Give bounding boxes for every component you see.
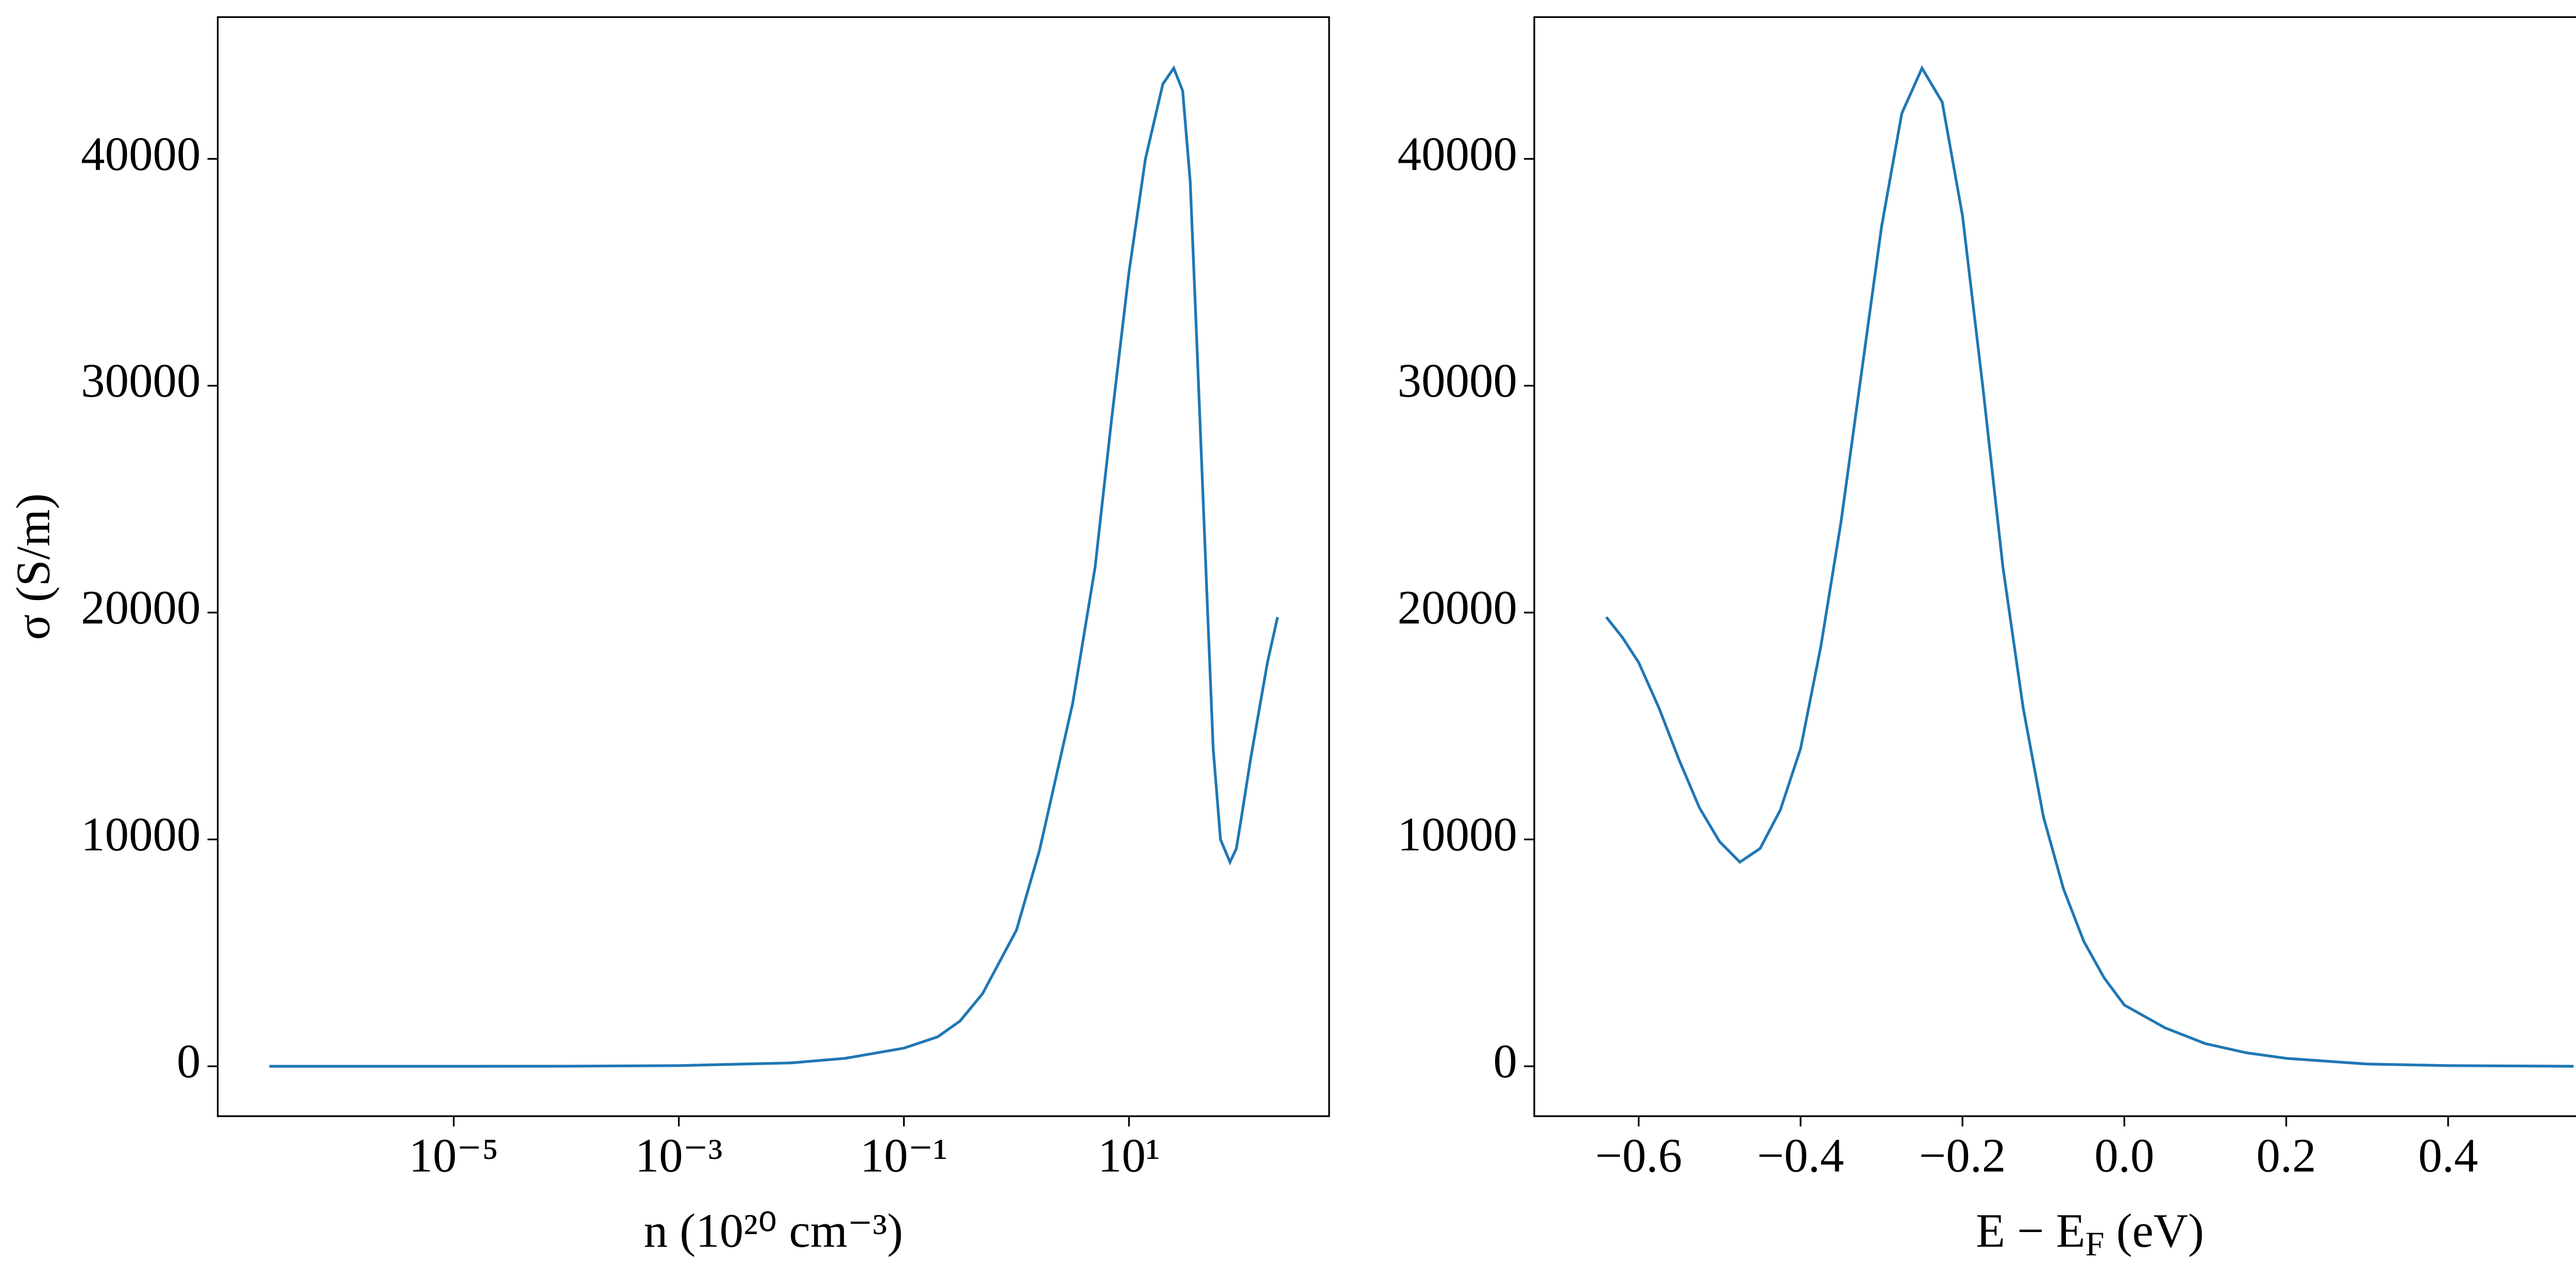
y-tick-label: 10000: [1398, 808, 1517, 861]
plot-frame: [216, 16, 1330, 1117]
plot-frame: [1533, 16, 2576, 1117]
y-tick-label: 40000: [81, 128, 200, 181]
x-tick-label: −0.2: [1919, 1130, 2006, 1183]
y-tick-label: 10000: [81, 808, 200, 861]
y-axis-label: σ (S/m): [7, 493, 60, 640]
x-tick-label: 10¹: [1098, 1130, 1160, 1183]
x-tick-label: 0.0: [2094, 1130, 2154, 1183]
x-tick-label: 0.4: [2418, 1130, 2478, 1183]
y-tick-label: 40000: [1398, 128, 1517, 181]
data-line: [269, 65, 1279, 1068]
y-tick-label: 30000: [81, 354, 200, 407]
data-line: [1605, 65, 2574, 1068]
x-tick-label: 10⁻⁵: [409, 1130, 499, 1183]
x-tick-label: 10⁻¹: [860, 1130, 948, 1183]
y-tick-label: 20000: [1398, 582, 1517, 635]
x-tick-label: 0.2: [2257, 1130, 2316, 1183]
x-axis-label: E − EF (eV): [1976, 1205, 2204, 1263]
y-tick-label: 30000: [1398, 354, 1517, 407]
x-tick-label: 10⁻³: [635, 1130, 723, 1183]
y-tick-label: 0: [177, 1035, 200, 1088]
x-tick-label: −0.6: [1595, 1130, 1682, 1183]
y-tick-label: 0: [1493, 1035, 1517, 1088]
x-tick-label: −0.4: [1757, 1130, 1844, 1183]
x-axis-label: n (10²⁰ cm⁻³): [644, 1205, 903, 1258]
y-tick-label: 20000: [81, 582, 200, 635]
